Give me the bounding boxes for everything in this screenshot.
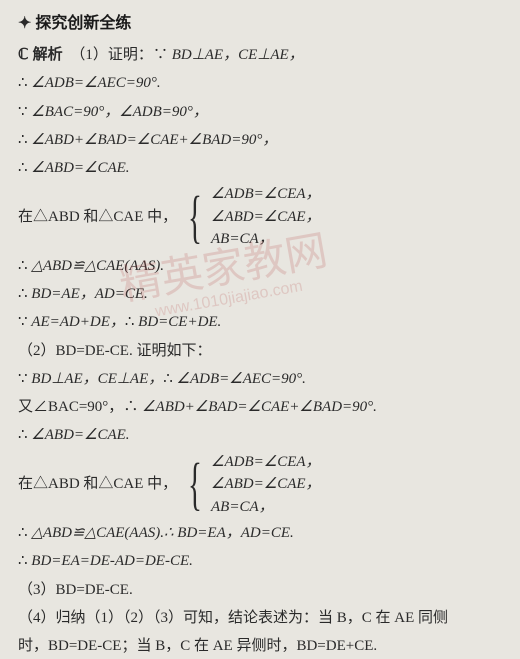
l8: BD=AE，AD=CE. <box>31 286 147 302</box>
l16: BD=EA=DE-AD=DE-CE. <box>31 553 193 569</box>
l14b2: ∠ABD=∠CAE， <box>211 473 321 496</box>
l1c: BD⊥AE，CE⊥AE， <box>172 47 304 63</box>
l4: ∠ABD+∠BAD=∠CAE+∠BAD=90°， <box>31 132 277 148</box>
l13: ∠ABD=∠CAE. <box>31 427 129 443</box>
line-18: （4）归纳（1）（2）（3）可知，结论表述为：当 B，C 在 AE 同侧 <box>18 605 506 631</box>
brace-icon: { <box>188 188 202 246</box>
line-8: BD=AE，AD=CE. <box>18 281 506 307</box>
analysis-text: 解析 <box>33 46 63 63</box>
line-15: △ABD≌△CAE(AAS).∴ BD=EA，AD=CE. <box>18 520 506 546</box>
l7: △ABD≌△CAE(AAS). <box>31 258 164 274</box>
l6b1: ∠ADB=∠CEA， <box>211 183 321 206</box>
line-9: ∵ AE=AD+DE，∴ BD=CE+DE. <box>18 309 506 335</box>
line-19: 时，BD=DE-CE；当 B，C 在 AE 异侧时，BD=DE+CE. <box>18 633 506 659</box>
line-14: 在△ABD 和△CAE 中， { ∠ADB=∠CEA， ∠ABD=∠CAE， A… <box>18 451 506 519</box>
line-11: ∵ BD⊥AE，CE⊥AE，∴ ∠ADB=∠AEC=90°. <box>18 366 506 392</box>
l9b: BD=CE+DE. <box>138 314 221 330</box>
l9a: AE=AD+DE， <box>31 314 125 330</box>
l14-pre: 在△ABD 和△CAE 中， <box>18 471 177 497</box>
line-13: ∠ABD=∠CAE. <box>18 422 506 448</box>
l3: ∠BAC=90°，∠ADB=90°， <box>31 104 208 120</box>
line-4: ∠ABD+∠BAD=∠CAE+∠BAD=90°， <box>18 127 506 153</box>
l6-pre: 在△ABD 和△CAE 中， <box>18 204 177 230</box>
l11b: ∠ADB=∠AEC=90°. <box>177 371 306 387</box>
line-5: ∠ABD=∠CAE. <box>18 155 506 181</box>
line-2: ∠ADB=∠AEC=90°. <box>18 70 506 96</box>
line-6: 在△ABD 和△CAE 中， { ∠ADB=∠CEA， ∠ABD=∠CAE， A… <box>18 183 506 251</box>
l12b: ∠ABD+∠BAD=∠CAE+∠BAD=90°. <box>142 399 377 415</box>
line-17: （3）BD=DE-CE. <box>18 577 506 603</box>
l18: （4）归纳（1）（2）（3）可知，结论表述为：当 B，C 在 AE 同侧 <box>18 610 448 626</box>
l6b3: AB=CA， <box>211 228 321 251</box>
l14b3: AB=CA， <box>211 496 321 519</box>
l17: （3）BD=DE-CE. <box>18 582 133 598</box>
star-icon: ✦ <box>18 10 31 38</box>
section-header: ✦ 探究创新全练 <box>18 10 506 38</box>
brace-icon-2: { <box>188 455 202 513</box>
brace-content-2: ∠ADB=∠CEA， ∠ABD=∠CAE， AB=CA， <box>211 451 321 519</box>
l14b1: ∠ADB=∠CEA， <box>211 451 321 474</box>
line-12: 又∠BAC=90°，∴ ∠ABD+∠BAD=∠CAE+∠BAD=90°. <box>18 394 506 420</box>
l15: △ABD≌△CAE(AAS).∴ BD=EA，AD=CE. <box>31 525 293 541</box>
line-10: （2）BD=DE-CE. 证明如下： <box>18 338 506 364</box>
line-3: ∠BAC=90°，∠ADB=90°， <box>18 99 506 125</box>
section-title: 探究创新全练 <box>35 10 131 38</box>
line-16: BD=EA=DE-AD=DE-CE. <box>18 548 506 574</box>
proof-1-start: （1）证明： <box>70 47 153 63</box>
l5: ∠ABD=∠CAE. <box>31 160 129 176</box>
l2: ∠ADB=∠AEC=90°. <box>31 75 160 91</box>
line-7: △ABD≌△CAE(AAS). <box>18 253 506 279</box>
brace-content-1: ∠ADB=∠CEA， ∠ABD=∠CAE， AB=CA， <box>211 183 321 251</box>
l11a: BD⊥AE，CE⊥AE， <box>31 371 163 387</box>
line-1: ℂ 解析 （1）证明：∵ BD⊥AE，CE⊥AE， <box>18 42 506 68</box>
l12a: 又∠BAC=90°， <box>18 399 123 415</box>
l6b2: ∠ABD=∠CAE， <box>211 206 321 229</box>
label-analysis: ℂ 解析 <box>18 46 63 63</box>
l10: （2）BD=DE-CE. 证明如下： <box>18 343 211 359</box>
